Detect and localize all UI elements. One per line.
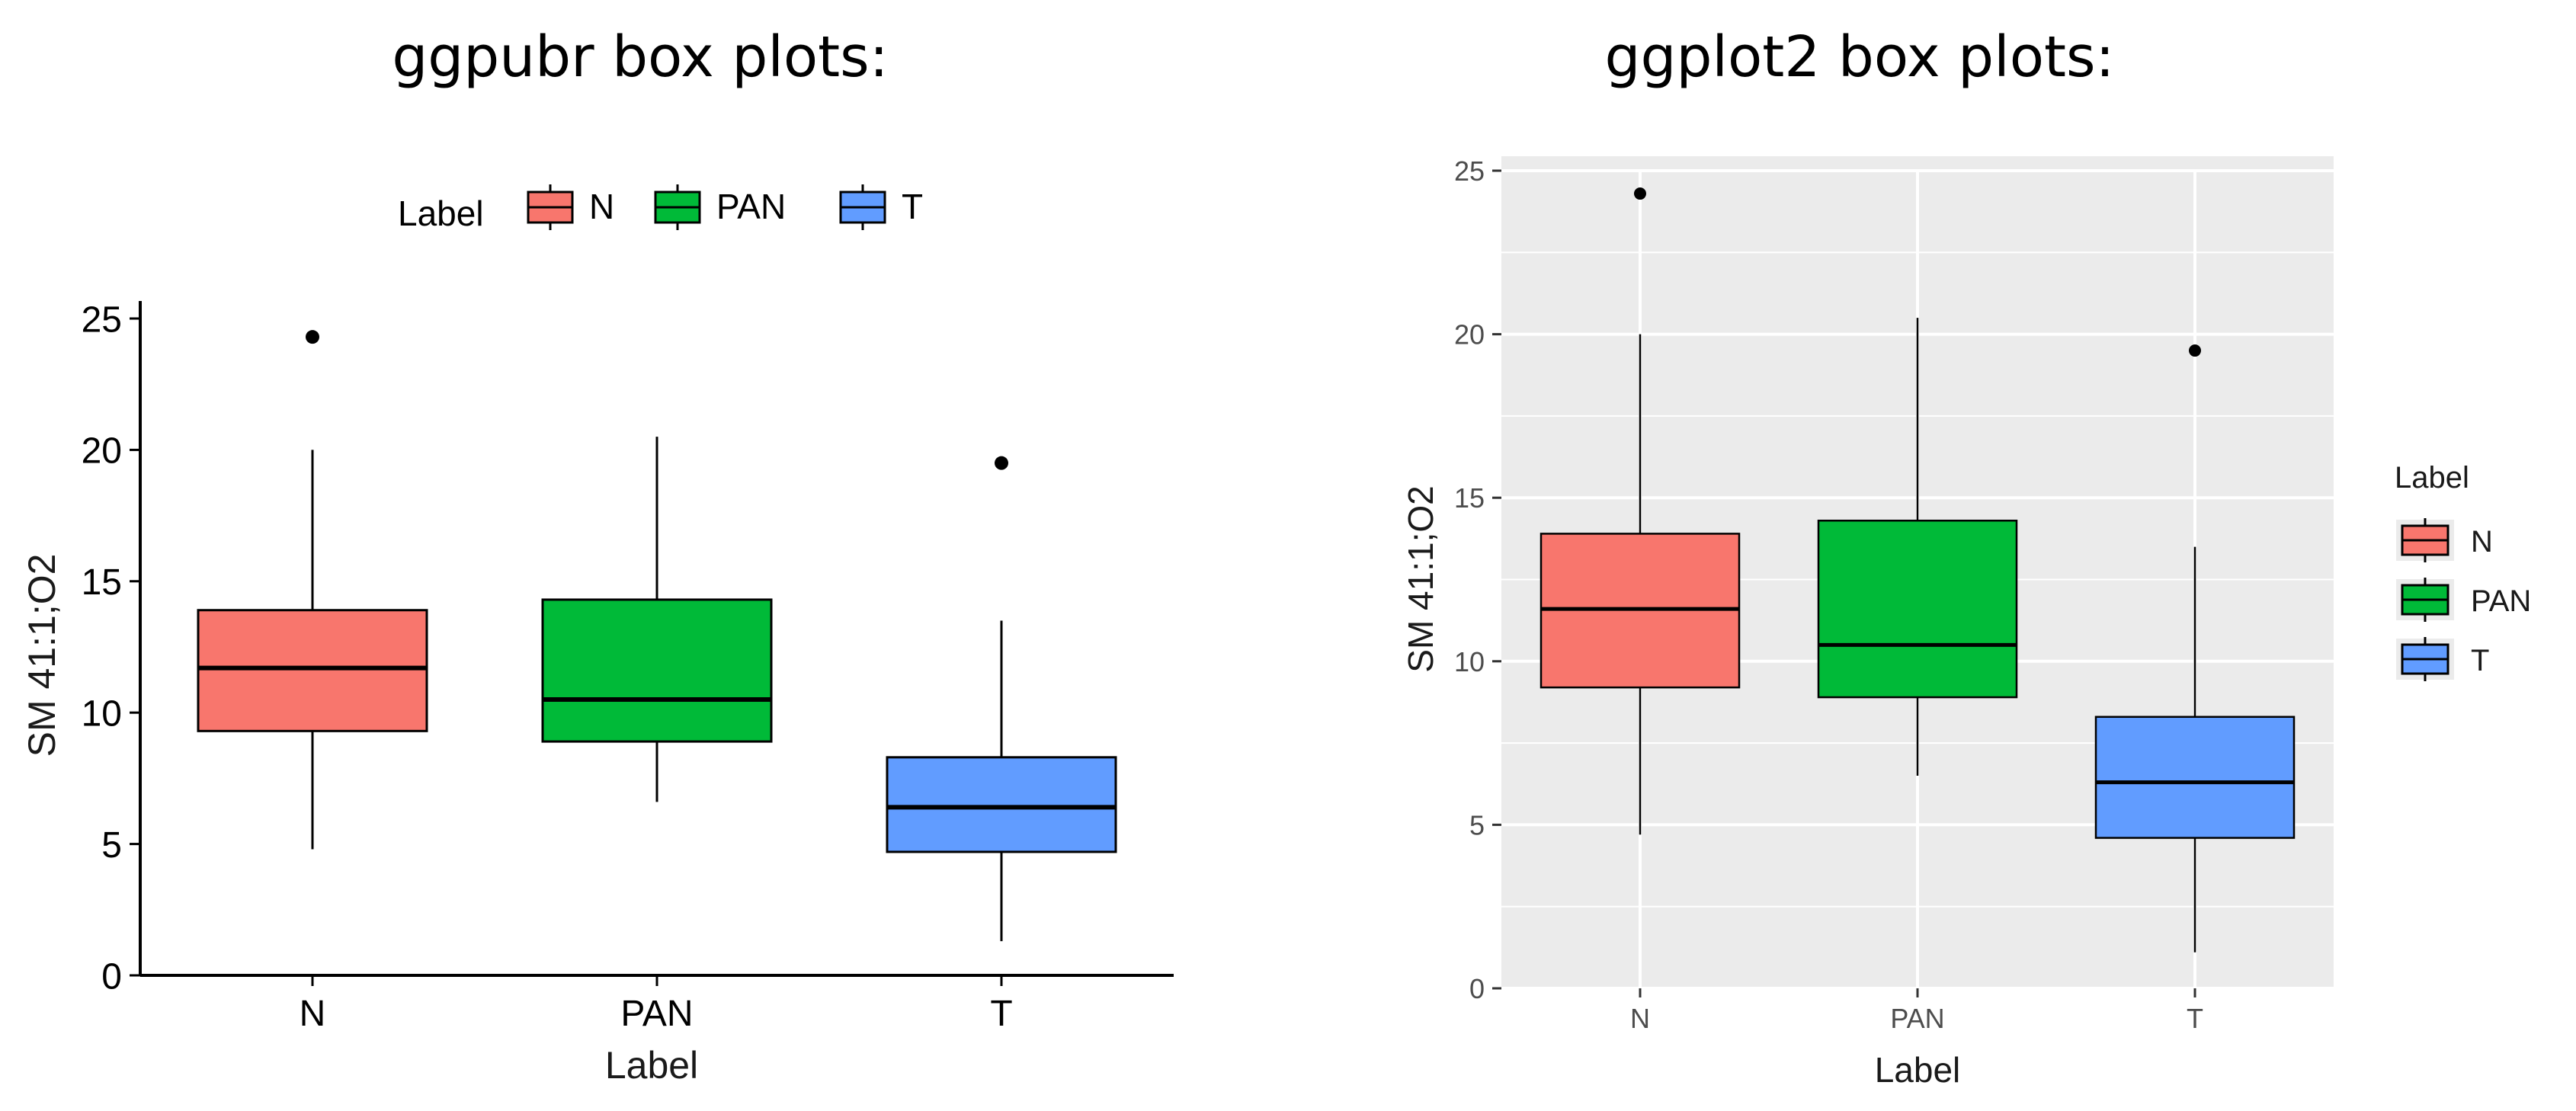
- x-tick-label: T: [2187, 1003, 2203, 1034]
- right-legend-title: Label: [2395, 461, 2469, 495]
- box-t: [2094, 716, 2296, 839]
- box-t: [886, 756, 1117, 853]
- x-tick-label: N: [300, 994, 326, 1034]
- left-y-axis-title: SM 41:1;O2: [21, 554, 63, 757]
- y-tick-label: 20: [82, 431, 122, 472]
- y-tick-label: 20: [1454, 319, 1485, 351]
- right-y-axis-title: SM 41:1;O2: [1401, 485, 1440, 672]
- legend-label-pan: PAN: [716, 187, 786, 226]
- left-legend-title: Label: [398, 194, 484, 233]
- right-x-axis-title: Label: [1875, 1050, 1961, 1090]
- box-pan: [541, 598, 773, 743]
- x-tick-label: N: [1630, 1003, 1650, 1034]
- x-tick-label: T: [990, 994, 1012, 1034]
- ggplot2-chart: 0 5 10 15 20 25 N PAN T Label SM 41:1;O2 Label N…: [1401, 155, 2531, 1090]
- legend-label-t: T: [902, 187, 923, 226]
- y-tick-label: 5: [1469, 809, 1485, 840]
- outlier-point-t: [995, 456, 1008, 470]
- left-figure-title: ggpubr box plots:: [392, 24, 888, 90]
- y-tick-label: 10: [82, 693, 122, 734]
- left-plot-area: 0 5 10 15 20 25 N PAN T: [82, 299, 1174, 1034]
- legend-label-n: N: [2471, 525, 2493, 559]
- y-tick-label: 10: [1454, 646, 1485, 677]
- box-pan: [1817, 519, 2018, 699]
- x-tick-label: PAN: [1890, 1003, 1944, 1034]
- ggpubr-chart: Label N PAN T 0 5 10 15 20 25 N PAN T Label SM 41:…: [21, 184, 1174, 1087]
- y-tick-label: 5: [101, 825, 122, 866]
- y-tick-label: 25: [1454, 155, 1485, 187]
- right-plot-area: 0 5 10 15 20 25 N PAN T: [1454, 155, 2296, 1034]
- legend-label-n: N: [589, 187, 614, 226]
- y-tick-label: 15: [1454, 482, 1485, 514]
- y-tick-label: 15: [82, 562, 122, 603]
- legend-label-t: T: [2471, 644, 2489, 677]
- outlier-point-n: [1634, 187, 1646, 200]
- left-x-axis-title: Label: [605, 1044, 698, 1087]
- outlier-point-n: [306, 330, 319, 344]
- right-legend: Label N PAN T: [2395, 461, 2531, 681]
- outlier-point-t: [2189, 344, 2201, 357]
- y-tick-label: 25: [82, 299, 122, 340]
- right-figure-title: ggplot2 box plots:: [1605, 24, 2115, 90]
- box-n: [197, 609, 428, 732]
- left-legend: Label N PAN T: [398, 184, 923, 233]
- y-tick-label: 0: [1469, 973, 1485, 1004]
- x-tick-label: PAN: [620, 994, 693, 1034]
- legend-label-pan: PAN: [2471, 584, 2531, 618]
- y-tick-label: 0: [101, 956, 122, 997]
